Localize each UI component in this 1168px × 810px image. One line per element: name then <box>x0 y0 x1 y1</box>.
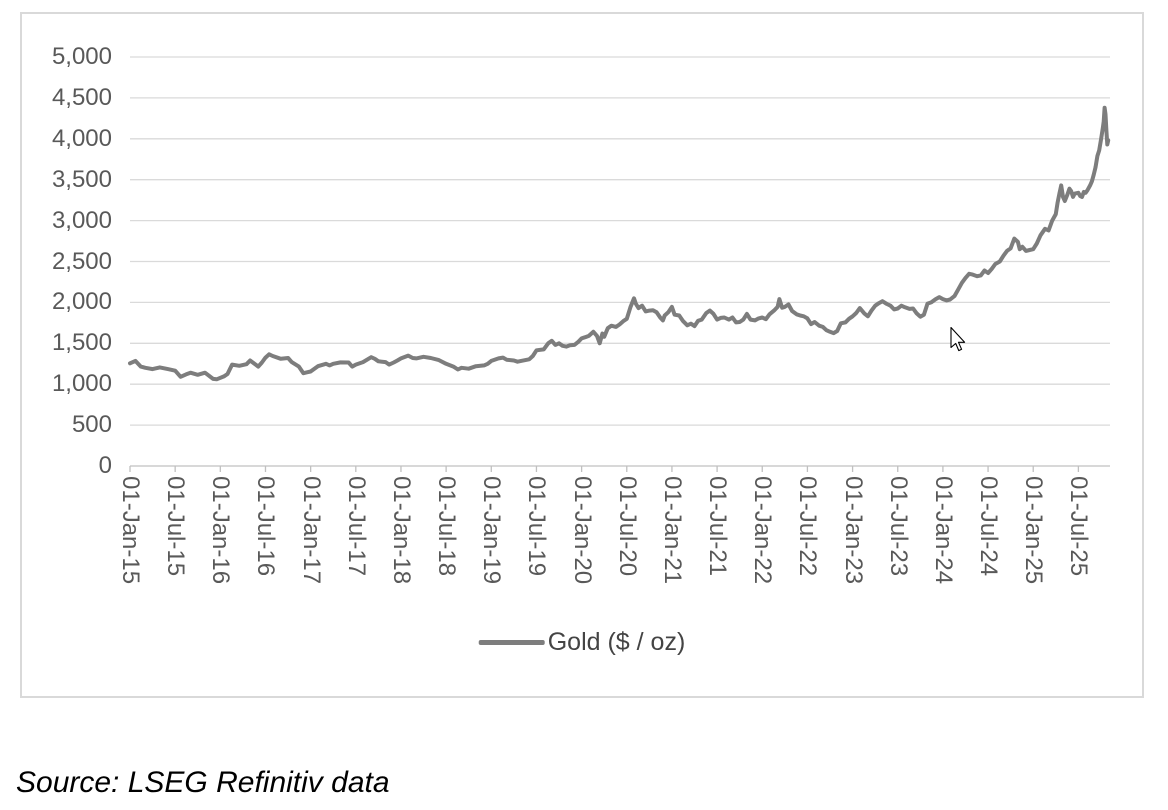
x-axis-label: 01-Jan-15 <box>117 476 144 585</box>
y-axis-label: 1,000 <box>51 370 112 398</box>
gold-price-chart: 0 500 1,000 1,500 2,000 2,500 3,000 3,500 4,000 4… <box>20 12 1144 698</box>
x-axis-label: 01-Jan-16 <box>207 476 235 585</box>
x-axis-label: 01-Jul-23 <box>884 476 912 577</box>
y-axis-label: 3,500 <box>51 165 112 193</box>
x-axis-label: 01-Jan-18 <box>387 476 415 585</box>
x-axis-label: 01-Jan-19 <box>478 476 506 585</box>
source-note: Source: LSEG Refinitiv data <box>16 766 390 799</box>
x-axis-label: 01-Jul-21 <box>704 476 732 577</box>
x-axis-label: 01-Jul-15 <box>162 476 190 577</box>
x-axis-label: 01-Jan-25 <box>1020 476 1048 585</box>
gold-price-line <box>128 105 1111 382</box>
x-axis-label: 01-Jan-20 <box>568 476 596 585</box>
y-axis-label: 4,000 <box>51 124 112 152</box>
x-axis-label: 01-Jul-25 <box>1065 476 1093 577</box>
x-axis-label: 01-Jul-22 <box>794 476 822 577</box>
x-axis-label: 01-Jan-17 <box>297 476 325 585</box>
x-axis-label: 01-Jul-20 <box>613 476 641 577</box>
y-axis-label: 2,500 <box>51 247 112 275</box>
y-axis-label: 500 <box>71 411 112 439</box>
y-axis-label: 0 <box>98 452 112 479</box>
x-axis-label: 01-Jul-16 <box>252 476 280 577</box>
plot-area <box>128 56 1111 472</box>
y-axis-label: 3,000 <box>51 206 112 234</box>
legend-line-sample <box>478 640 545 645</box>
y-axis-label: 1,500 <box>51 329 112 357</box>
x-axis-label: 01-Jul-17 <box>342 476 370 577</box>
x-axis-label: 01-Jul-24 <box>975 476 1003 577</box>
chart-legend: Gold ($ / oz) <box>478 628 686 657</box>
x-axis-label: 01-Jan-22 <box>749 476 777 585</box>
x-axis-label: 01-Jul-19 <box>523 476 551 577</box>
x-axis-label: 01-Jul-18 <box>433 476 461 577</box>
legend-label: Gold ($ / oz) <box>547 628 686 656</box>
y-axis-label: 5,000 <box>51 43 112 70</box>
x-axis-label: 01-Jan-21 <box>658 476 686 585</box>
x-axis-label: 01-Jan-23 <box>839 476 867 585</box>
y-axis-label: 2,000 <box>51 288 112 316</box>
x-axis-label: 01-Jan-24 <box>929 476 957 585</box>
y-axis-label: 4,500 <box>51 83 112 111</box>
